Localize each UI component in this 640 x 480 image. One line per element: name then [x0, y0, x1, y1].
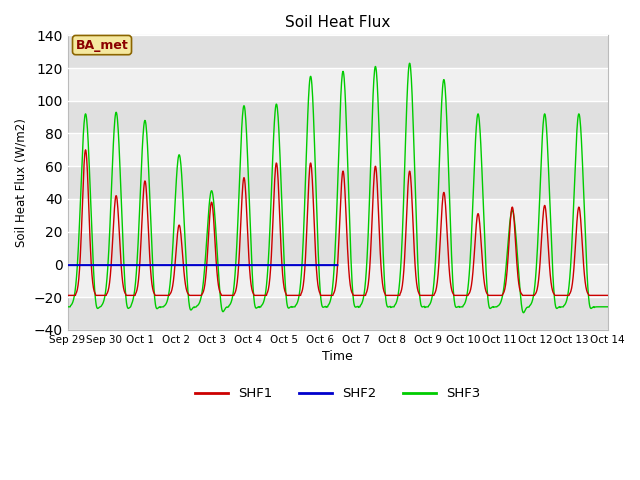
SHF2 [175, 262, 182, 268]
Line: SHF3: SHF3 [68, 63, 626, 313]
SHF3 [548, 264, 556, 270]
SHF1 [164, 292, 172, 298]
Bar [68, 101, 608, 133]
SHF3 [175, 155, 182, 160]
SHF2 [164, 262, 172, 268]
SHF1 [548, 286, 556, 292]
Bar [68, 133, 608, 166]
Bar [68, 36, 608, 68]
Text: BA_met: BA_met [76, 38, 129, 51]
Y-axis label: Soil Heat Flux (W/m2): Soil Heat Flux (W/m2) [15, 118, 28, 247]
SHF3 [486, 306, 494, 312]
Bar [68, 264, 608, 297]
Bar [68, 166, 608, 199]
SHF2 [64, 262, 72, 268]
SHF1 [64, 292, 72, 298]
SHF1 [622, 292, 630, 298]
SHF1 [175, 223, 182, 229]
SHF2 [275, 262, 283, 268]
SHF3 [520, 310, 527, 316]
SHF1 [486, 292, 494, 298]
Bar [68, 199, 608, 231]
Bar [68, 68, 608, 101]
SHF3 [406, 60, 413, 66]
X-axis label: Time: Time [322, 350, 353, 363]
SHF3 [64, 304, 72, 310]
SHF2 [225, 262, 232, 268]
Line: SHF1: SHF1 [68, 150, 626, 295]
SHF1 [82, 147, 90, 153]
Title: Soil Heat Flux: Soil Heat Flux [285, 15, 390, 30]
SHF1 [276, 212, 284, 217]
Bar [68, 297, 608, 330]
SHF3 [225, 304, 232, 310]
SHF3 [622, 304, 630, 310]
SHF3 [275, 135, 283, 141]
Legend: SHF1, SHF2, SHF3: SHF1, SHF2, SHF3 [189, 382, 486, 406]
SHF1 [225, 292, 233, 298]
Bar [68, 231, 608, 264]
SHF3 [164, 296, 172, 302]
